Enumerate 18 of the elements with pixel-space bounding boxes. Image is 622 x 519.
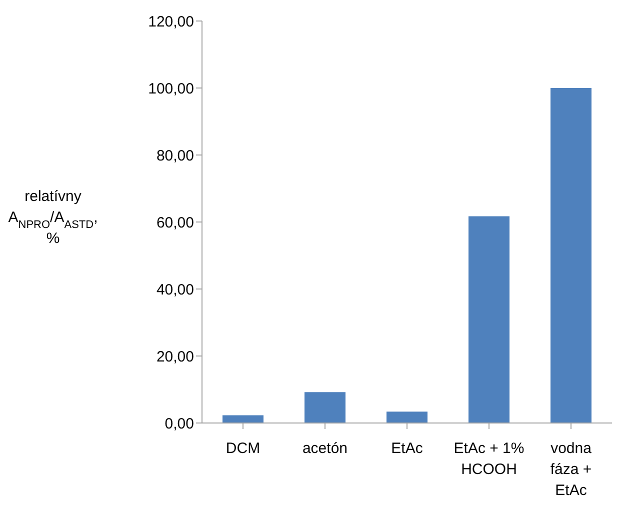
y-tick-label: 20,00 [156, 348, 194, 366]
text: relatívny A$_{NPRO}$/A$_{ASTD}$, % [8, 188, 98, 247]
bar [304, 392, 346, 423]
x-tick-label: EtAc [391, 440, 424, 457]
y-tick-label: 80,00 [156, 147, 194, 164]
bar [550, 88, 592, 423]
y-tick-label: 40,00 [156, 281, 194, 298]
x-tick-label: acetón [302, 440, 348, 457]
x-tick-label: DCM [226, 440, 260, 457]
y-tick-label: 60,00 [156, 214, 194, 232]
x-tick-label: EtAc + 1% HCOOH [454, 440, 524, 478]
bar [386, 412, 428, 423]
y-tick-label: 0,00 [164, 415, 194, 432]
x-tick-label: vodna fáza + EtAc [550, 440, 592, 499]
y-tick-label: 100,00 [148, 80, 194, 98]
bar [468, 216, 510, 423]
y-tick-label: 120,00 [148, 13, 194, 30]
bar [222, 415, 264, 423]
